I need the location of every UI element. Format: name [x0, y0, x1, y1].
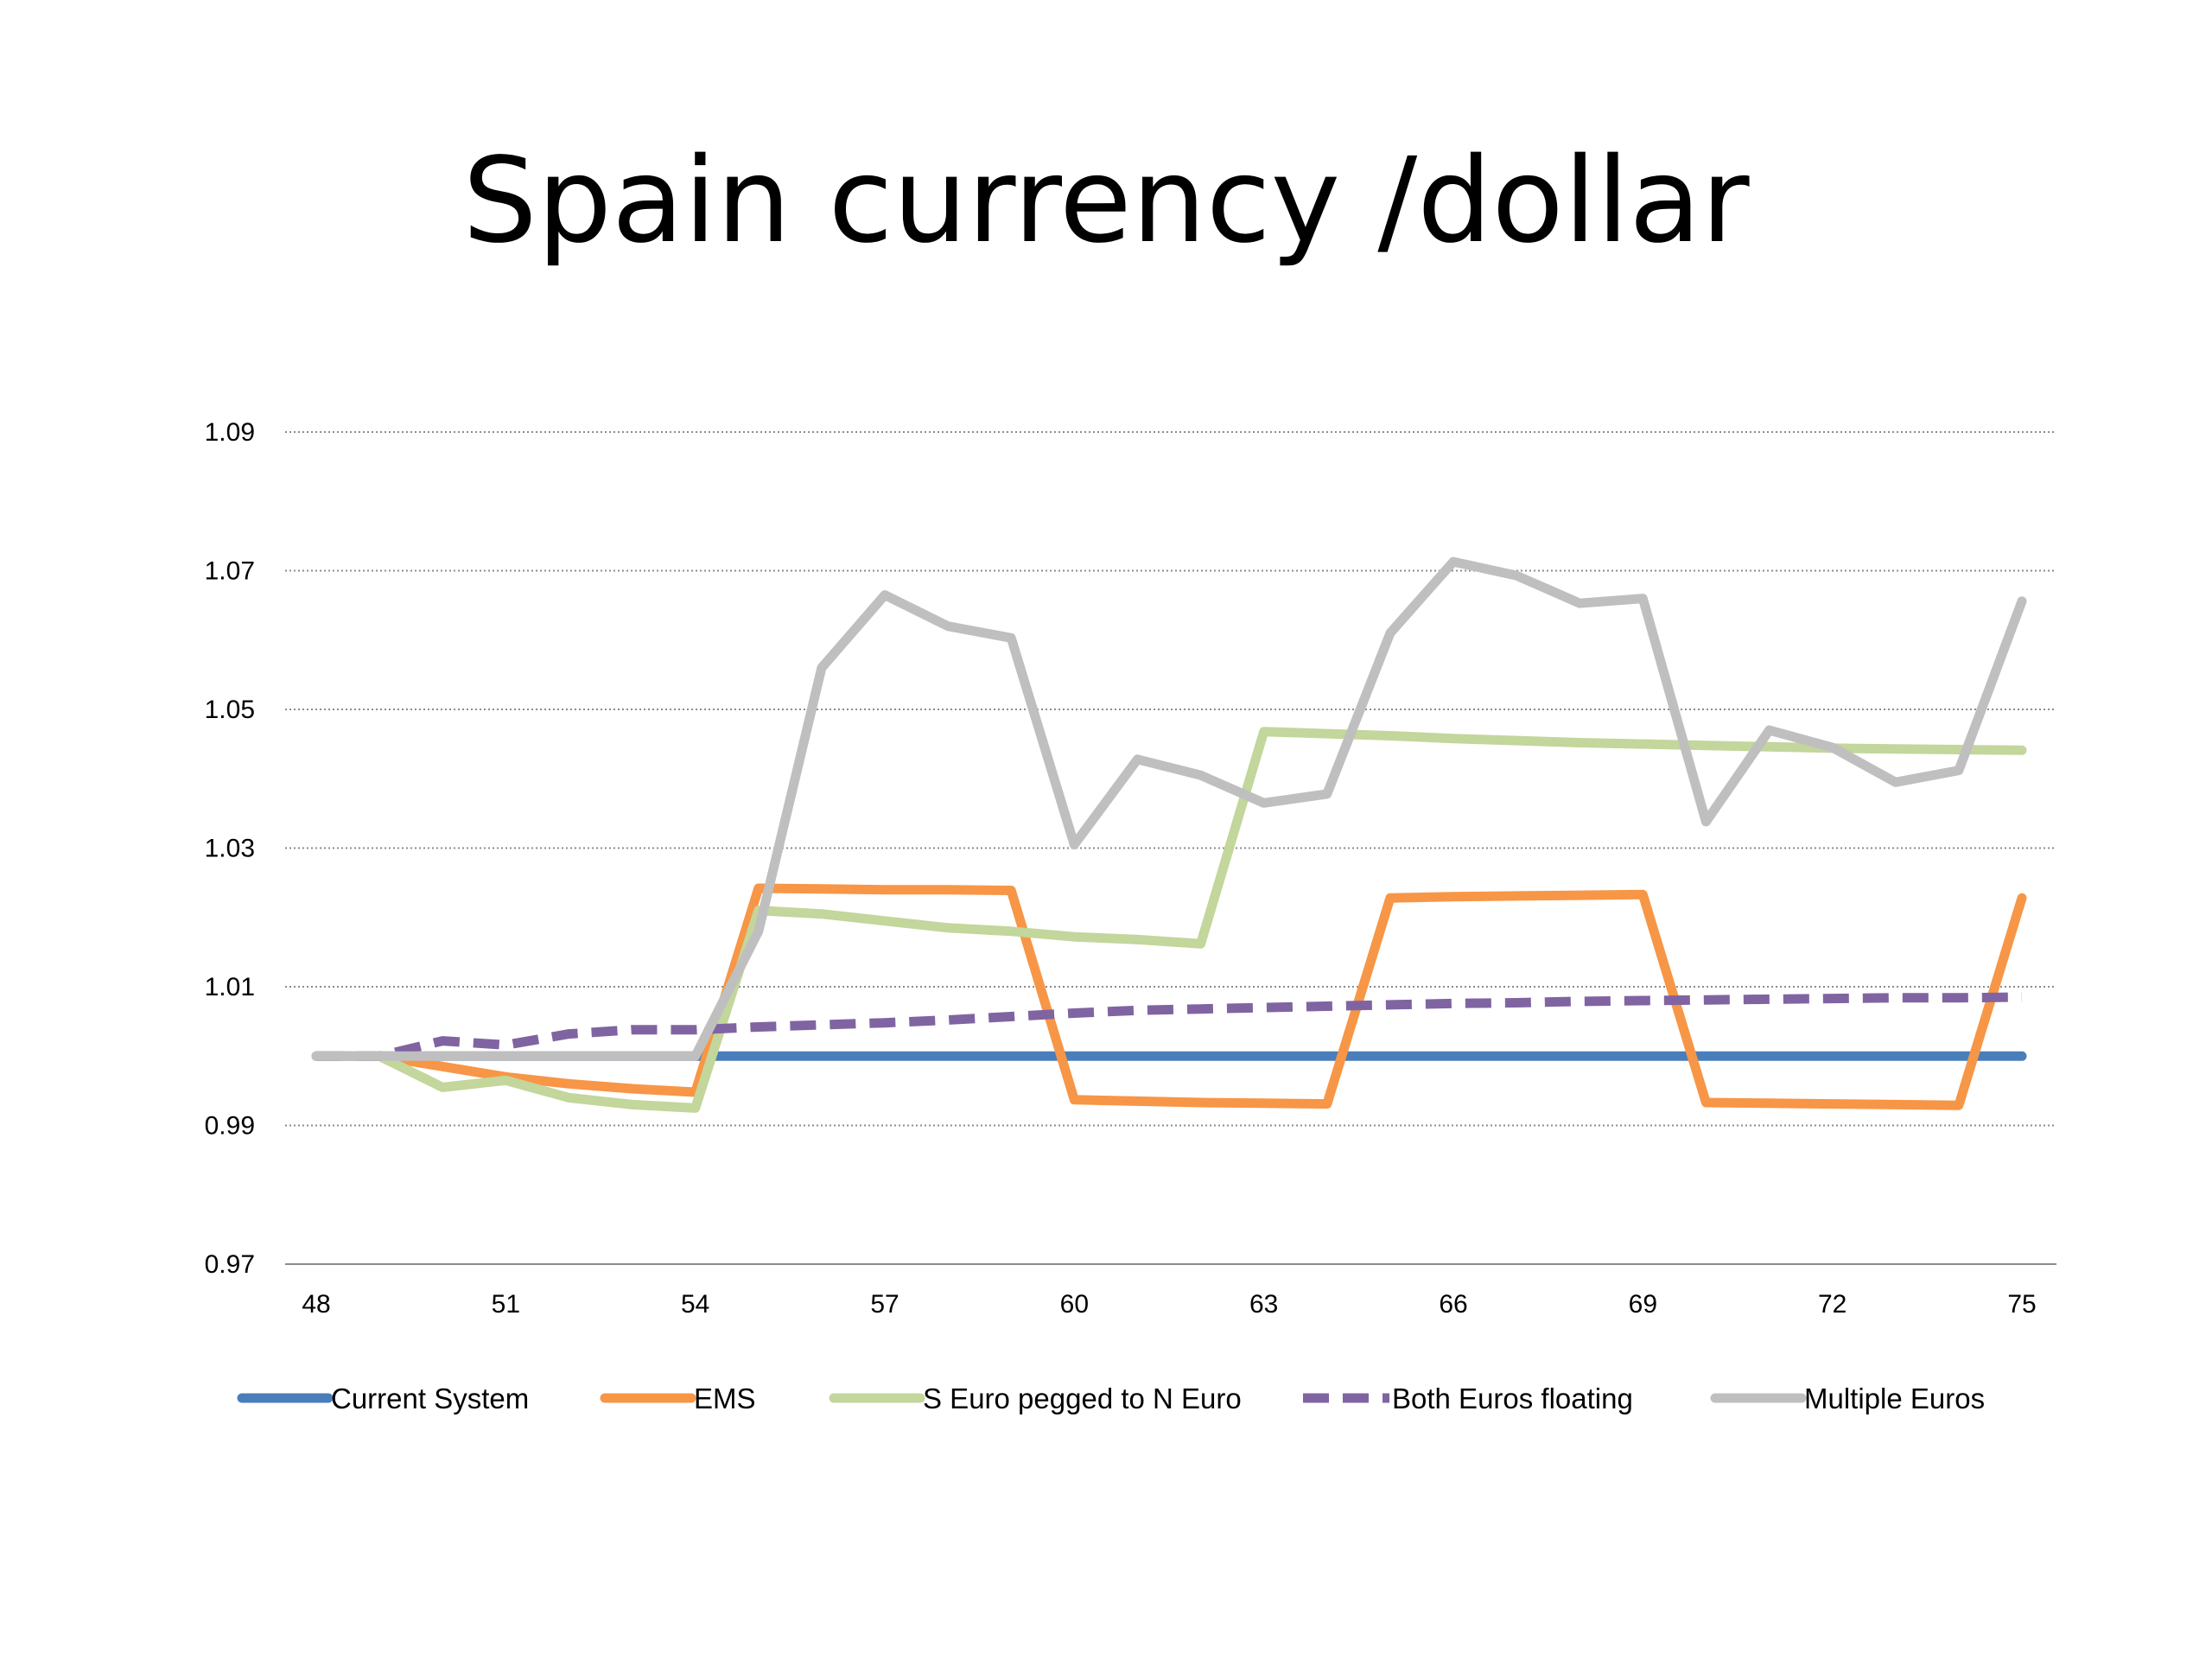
x-tick-label: 51	[492, 1290, 520, 1319]
x-tick-label: 57	[870, 1290, 899, 1319]
x-tick-label: 60	[1060, 1290, 1089, 1319]
x-tick-label: 54	[681, 1290, 709, 1319]
y-tick-label: 1.05	[205, 696, 255, 724]
y-tick-label: 1.07	[205, 557, 255, 586]
y-tick-label: 1.09	[205, 418, 255, 447]
series-line-ems	[311, 883, 2027, 1110]
x-tick-label: 69	[1629, 1290, 1657, 1319]
y-tick-label: 0.97	[205, 1250, 255, 1279]
chart-title: Spain currency /dollar	[462, 133, 1750, 270]
y-tick-label: 1.03	[205, 835, 255, 863]
legend-label: Multiple Euros	[1804, 1382, 1985, 1414]
legend-label: Current System	[331, 1382, 529, 1414]
legend-label: S Euro pegged to N Euro	[923, 1382, 1242, 1414]
axes: 0.97 0.99 1.01 1.03 1.05 1.07 1.09 48 51 54 57 60 63…	[205, 418, 2056, 1319]
x-tick-label: 75	[2007, 1290, 2036, 1319]
legend: Current System EMS S Euro pegged to N Euro…	[237, 1382, 1985, 1414]
x-tick-label: 72	[1818, 1290, 1847, 1319]
series-line-both-euros-floating	[316, 992, 2023, 1061]
legend-label: Both Euros floating	[1392, 1382, 1633, 1414]
x-tick-label: 63	[1249, 1290, 1278, 1319]
legend-label: EMS	[694, 1382, 756, 1414]
x-tick-label: 48	[302, 1290, 330, 1319]
x-tick-label: 66	[1439, 1290, 1467, 1319]
gridlines	[285, 431, 2056, 1127]
series-line-multiple-euros	[311, 556, 2027, 1061]
series-line-s-euro-pegged-to-n-euro	[311, 727, 2027, 1113]
series-lines	[311, 556, 2027, 1113]
y-tick-label: 1.01	[205, 973, 255, 1001]
y-tick-label: 0.99	[205, 1112, 255, 1141]
